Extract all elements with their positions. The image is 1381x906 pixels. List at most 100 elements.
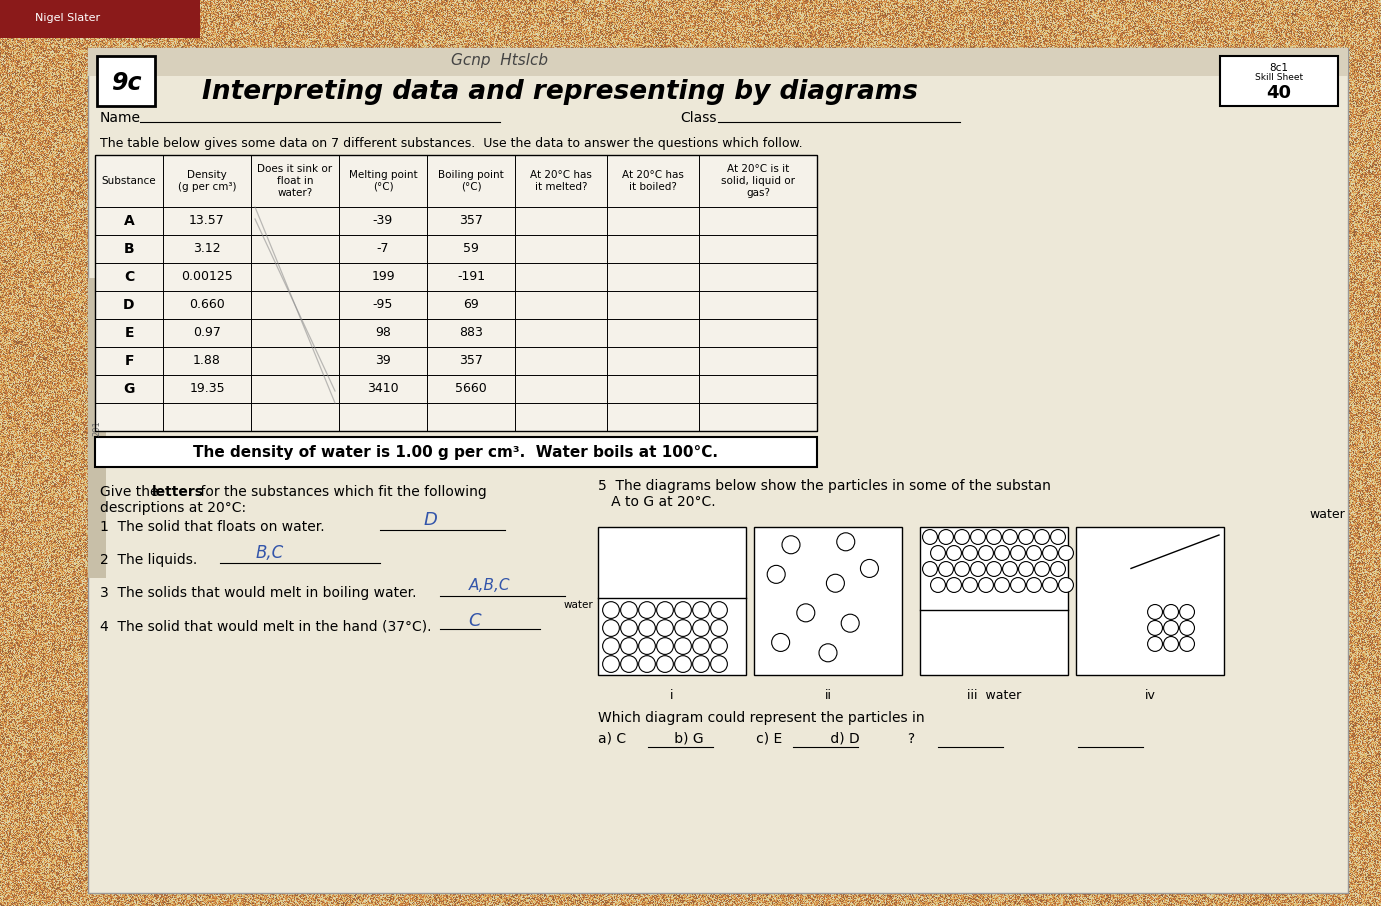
Circle shape [675, 620, 692, 636]
Circle shape [656, 620, 674, 636]
Text: Gcnp  Htslcb: Gcnp Htslcb [452, 53, 548, 68]
Text: 39: 39 [376, 354, 391, 368]
Circle shape [1148, 637, 1163, 651]
Text: Substance: Substance [102, 176, 156, 186]
Text: 2  The liquids.: 2 The liquids. [99, 553, 197, 567]
Circle shape [1148, 621, 1163, 635]
Circle shape [656, 602, 674, 619]
Text: B: B [124, 242, 134, 256]
Text: water: water [563, 600, 592, 610]
Circle shape [946, 545, 961, 561]
Circle shape [1148, 604, 1163, 620]
Text: 0.660: 0.660 [189, 298, 225, 312]
Bar [920, 527, 1068, 675]
Circle shape [693, 638, 710, 654]
Text: C: C [468, 612, 482, 630]
Text: descriptions at 20°C:: descriptions at 20°C: [99, 501, 246, 515]
Bar [754, 527, 902, 675]
Circle shape [826, 574, 844, 593]
Text: 59: 59 [463, 243, 479, 255]
Circle shape [693, 602, 710, 619]
Text: At 20°C has
it melted?: At 20°C has it melted? [530, 170, 592, 192]
Bar [88, 48, 1348, 76]
Text: A,B,C: A,B,C [470, 577, 511, 593]
Text: The table below gives some data on 7 different substances.  Use the data to answ: The table below gives some data on 7 dif… [99, 137, 802, 149]
Circle shape [1164, 604, 1178, 620]
Circle shape [693, 656, 710, 672]
Text: Melting point
(°C): Melting point (°C) [348, 170, 417, 192]
Circle shape [620, 620, 638, 636]
Circle shape [656, 638, 674, 654]
Text: At 20°C has
it boiled?: At 20°C has it boiled? [621, 170, 684, 192]
Circle shape [602, 620, 619, 636]
Circle shape [971, 562, 986, 576]
Circle shape [1164, 637, 1178, 651]
Text: letters: letters [152, 485, 204, 499]
Circle shape [860, 559, 878, 577]
Text: a) C           b) G            c) E           d) D           ?: a) C b) G c) E d) D ? [598, 731, 916, 745]
Circle shape [1011, 577, 1026, 593]
Circle shape [979, 545, 993, 561]
Text: E: E [124, 326, 134, 340]
Text: 0.00125: 0.00125 [181, 271, 233, 284]
Text: 5  The diagrams below show the particles in some of the substan: 5 The diagrams below show the particles … [598, 479, 1051, 493]
Text: 40: 40 [1266, 84, 1291, 102]
Circle shape [711, 620, 728, 636]
Text: for the substances which fit the following: for the substances which fit the followi… [196, 485, 486, 499]
Circle shape [994, 545, 1010, 561]
Bar [88, 278, 106, 578]
Circle shape [931, 577, 946, 593]
Circle shape [1034, 530, 1050, 545]
Text: 201: 201 [93, 420, 101, 436]
Text: D: D [123, 298, 135, 312]
Circle shape [772, 633, 790, 651]
Text: 0.97: 0.97 [193, 326, 221, 340]
Circle shape [602, 656, 619, 672]
Circle shape [620, 638, 638, 654]
Bar [95, 155, 818, 431]
Bar [97, 56, 155, 106]
Text: -39: -39 [373, 215, 394, 227]
Text: 5660: 5660 [456, 382, 487, 396]
Circle shape [620, 602, 638, 619]
Circle shape [923, 530, 938, 545]
Text: -191: -191 [457, 271, 485, 284]
Text: A to G at 20°C.: A to G at 20°C. [598, 495, 715, 509]
Text: 19.35: 19.35 [189, 382, 225, 396]
Circle shape [1019, 562, 1033, 576]
Circle shape [994, 577, 1010, 593]
Circle shape [946, 577, 961, 593]
Text: ii: ii [824, 689, 831, 702]
Text: B,C: B,C [255, 544, 284, 562]
Bar [1219, 56, 1338, 106]
Text: 357: 357 [458, 354, 483, 368]
Circle shape [1019, 530, 1033, 545]
Circle shape [782, 535, 800, 554]
Circle shape [675, 602, 692, 619]
Text: 13.57: 13.57 [189, 215, 225, 227]
Circle shape [602, 638, 619, 654]
Circle shape [638, 602, 656, 619]
Circle shape [675, 656, 692, 672]
Text: 3410: 3410 [367, 382, 399, 396]
Text: 357: 357 [458, 215, 483, 227]
Circle shape [602, 602, 619, 619]
Circle shape [711, 638, 728, 654]
Text: 883: 883 [458, 326, 483, 340]
Text: 4  The solid that would melt in the hand (37°C).: 4 The solid that would melt in the hand … [99, 619, 431, 633]
Text: 1  The solid that floats on water.: 1 The solid that floats on water. [99, 520, 325, 534]
Text: Name: Name [99, 111, 141, 125]
Text: D: D [423, 511, 436, 529]
Text: Class: Class [679, 111, 717, 125]
Text: -7: -7 [377, 243, 389, 255]
Text: Boiling point
(°C): Boiling point (°C) [438, 170, 504, 192]
Circle shape [1164, 621, 1178, 635]
Text: 1.88: 1.88 [193, 354, 221, 368]
Text: 9c: 9c [110, 71, 141, 95]
Text: 3  The solids that would melt in boiling water.: 3 The solids that would melt in boiling … [99, 586, 417, 600]
Circle shape [963, 577, 978, 593]
Text: F: F [124, 354, 134, 368]
Text: 8c1: 8c1 [1269, 63, 1288, 73]
Circle shape [979, 577, 993, 593]
Text: 98: 98 [376, 326, 391, 340]
